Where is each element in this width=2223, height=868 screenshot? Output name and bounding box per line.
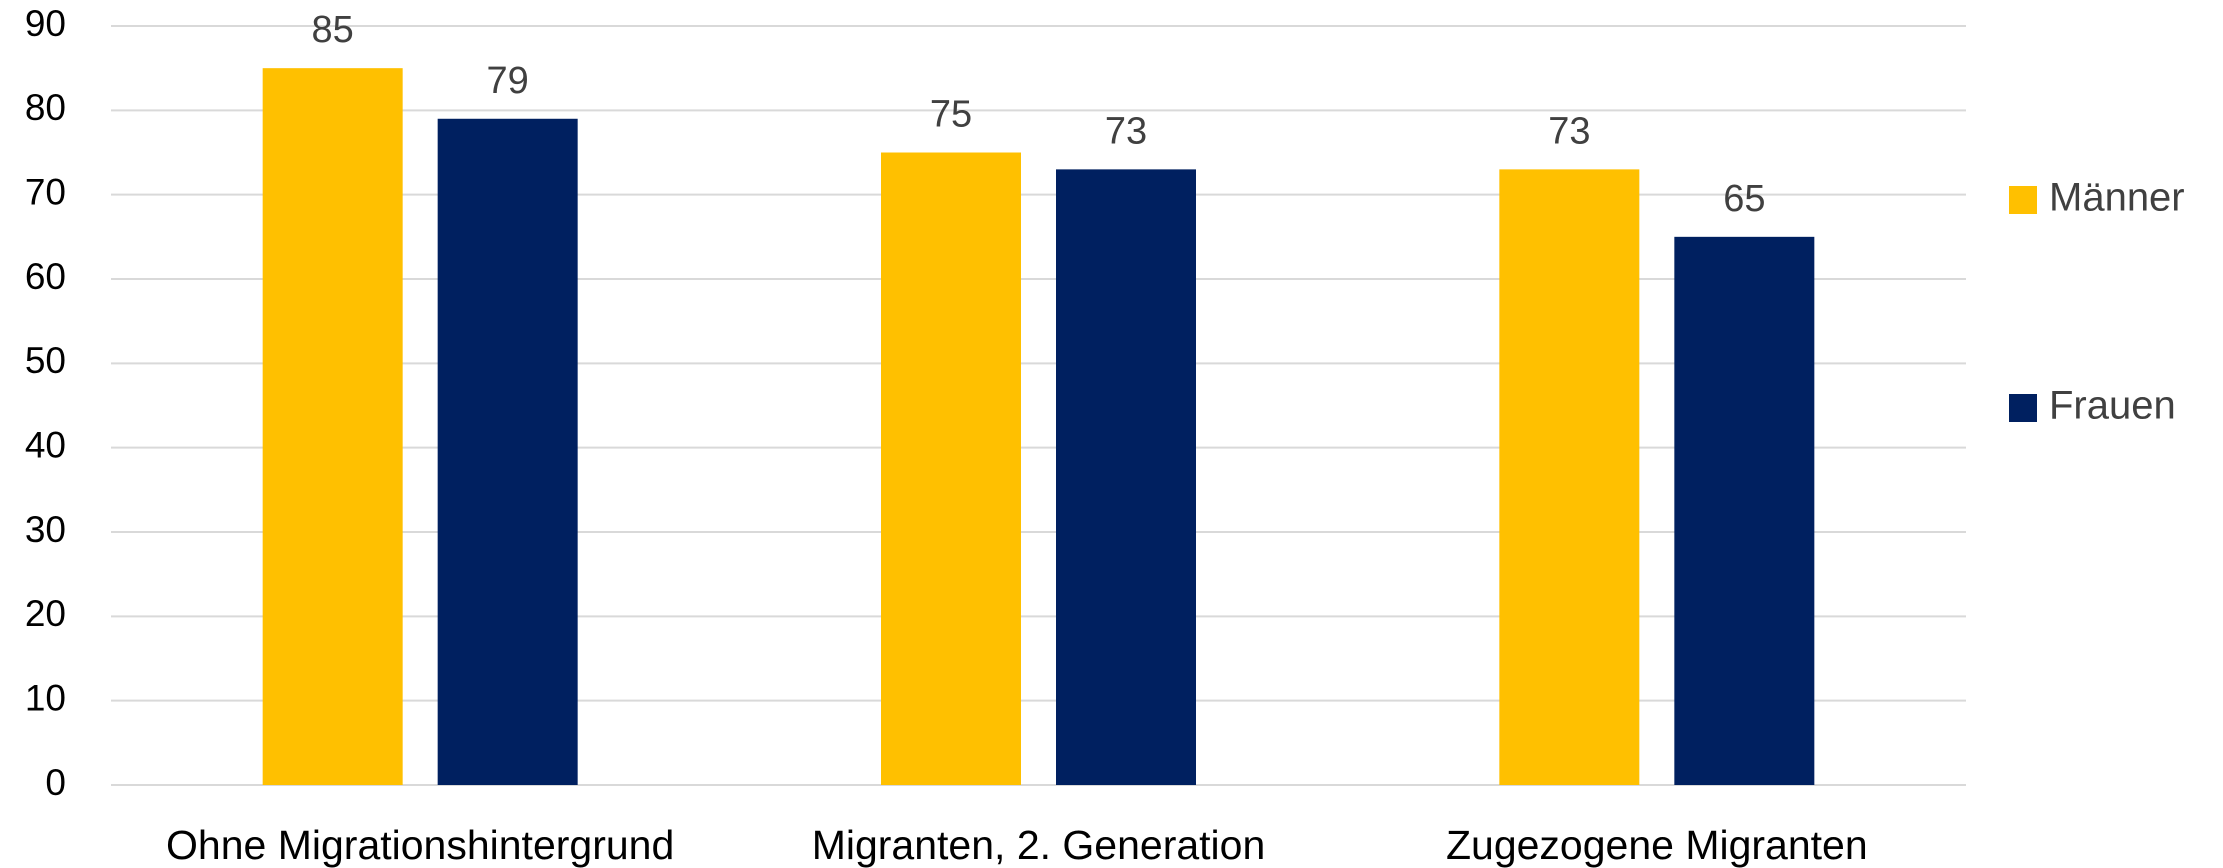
- bar: [1499, 169, 1640, 785]
- legend-label: Frauen: [2049, 384, 2176, 428]
- value-label: 65: [1723, 178, 1765, 220]
- y-tick-label: 50: [25, 340, 66, 381]
- y-tick-label: 70: [25, 171, 66, 212]
- value-label: 73: [1548, 110, 1590, 152]
- y-tick-label: 30: [25, 509, 66, 550]
- y-tick-label: 80: [25, 87, 66, 128]
- y-tick-label: 10: [25, 677, 66, 718]
- x-tick-label: Zugezogene Migranten: [1446, 822, 1868, 868]
- bar: [881, 152, 1021, 785]
- x-tick-label: Ohne Migrationshintergrund: [166, 822, 674, 868]
- legend-swatch: [2009, 186, 2037, 214]
- bar: [262, 68, 403, 785]
- y-tick-label: 20: [25, 593, 66, 634]
- bar: [1674, 236, 1815, 786]
- bar: [1056, 169, 1196, 785]
- bar: [437, 118, 578, 786]
- y-tick-label: 40: [25, 424, 66, 465]
- legend-label: Männer: [2049, 176, 2185, 220]
- y-tick-label: 0: [45, 762, 66, 803]
- x-tick-label: Migranten, 2. Generation: [812, 822, 1266, 868]
- legend-swatch: [2009, 394, 2037, 422]
- value-label: 85: [312, 9, 354, 51]
- y-tick-label: 90: [25, 3, 66, 44]
- value-label: 75: [930, 94, 972, 136]
- y-tick-label: 60: [25, 256, 66, 297]
- value-label: 79: [487, 60, 529, 102]
- value-label: 73: [1105, 110, 1147, 152]
